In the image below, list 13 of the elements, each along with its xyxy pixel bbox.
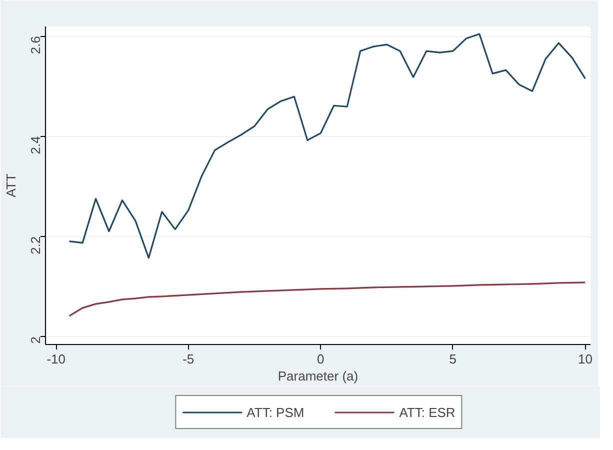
legend-label: ATT: ESR [399,404,456,420]
legend-label: ATT: PSM [246,404,304,420]
x-tick-label: 10 [578,352,592,366]
x-tick-label: 0 [317,352,324,366]
x-axis-title: Parameter (a) [278,368,358,384]
y-axis-title: ATT [4,174,18,198]
x-tick-label: 5 [449,352,457,366]
x-tick-label: -10 [46,352,66,366]
y-tick-label: 2.6 [28,36,43,54]
x-tick-label: -5 [182,352,194,366]
y-tick-label: 2 [28,336,43,344]
y-tick-label: 2.4 [28,136,43,154]
y-tick-label: 2.2 [28,236,43,254]
